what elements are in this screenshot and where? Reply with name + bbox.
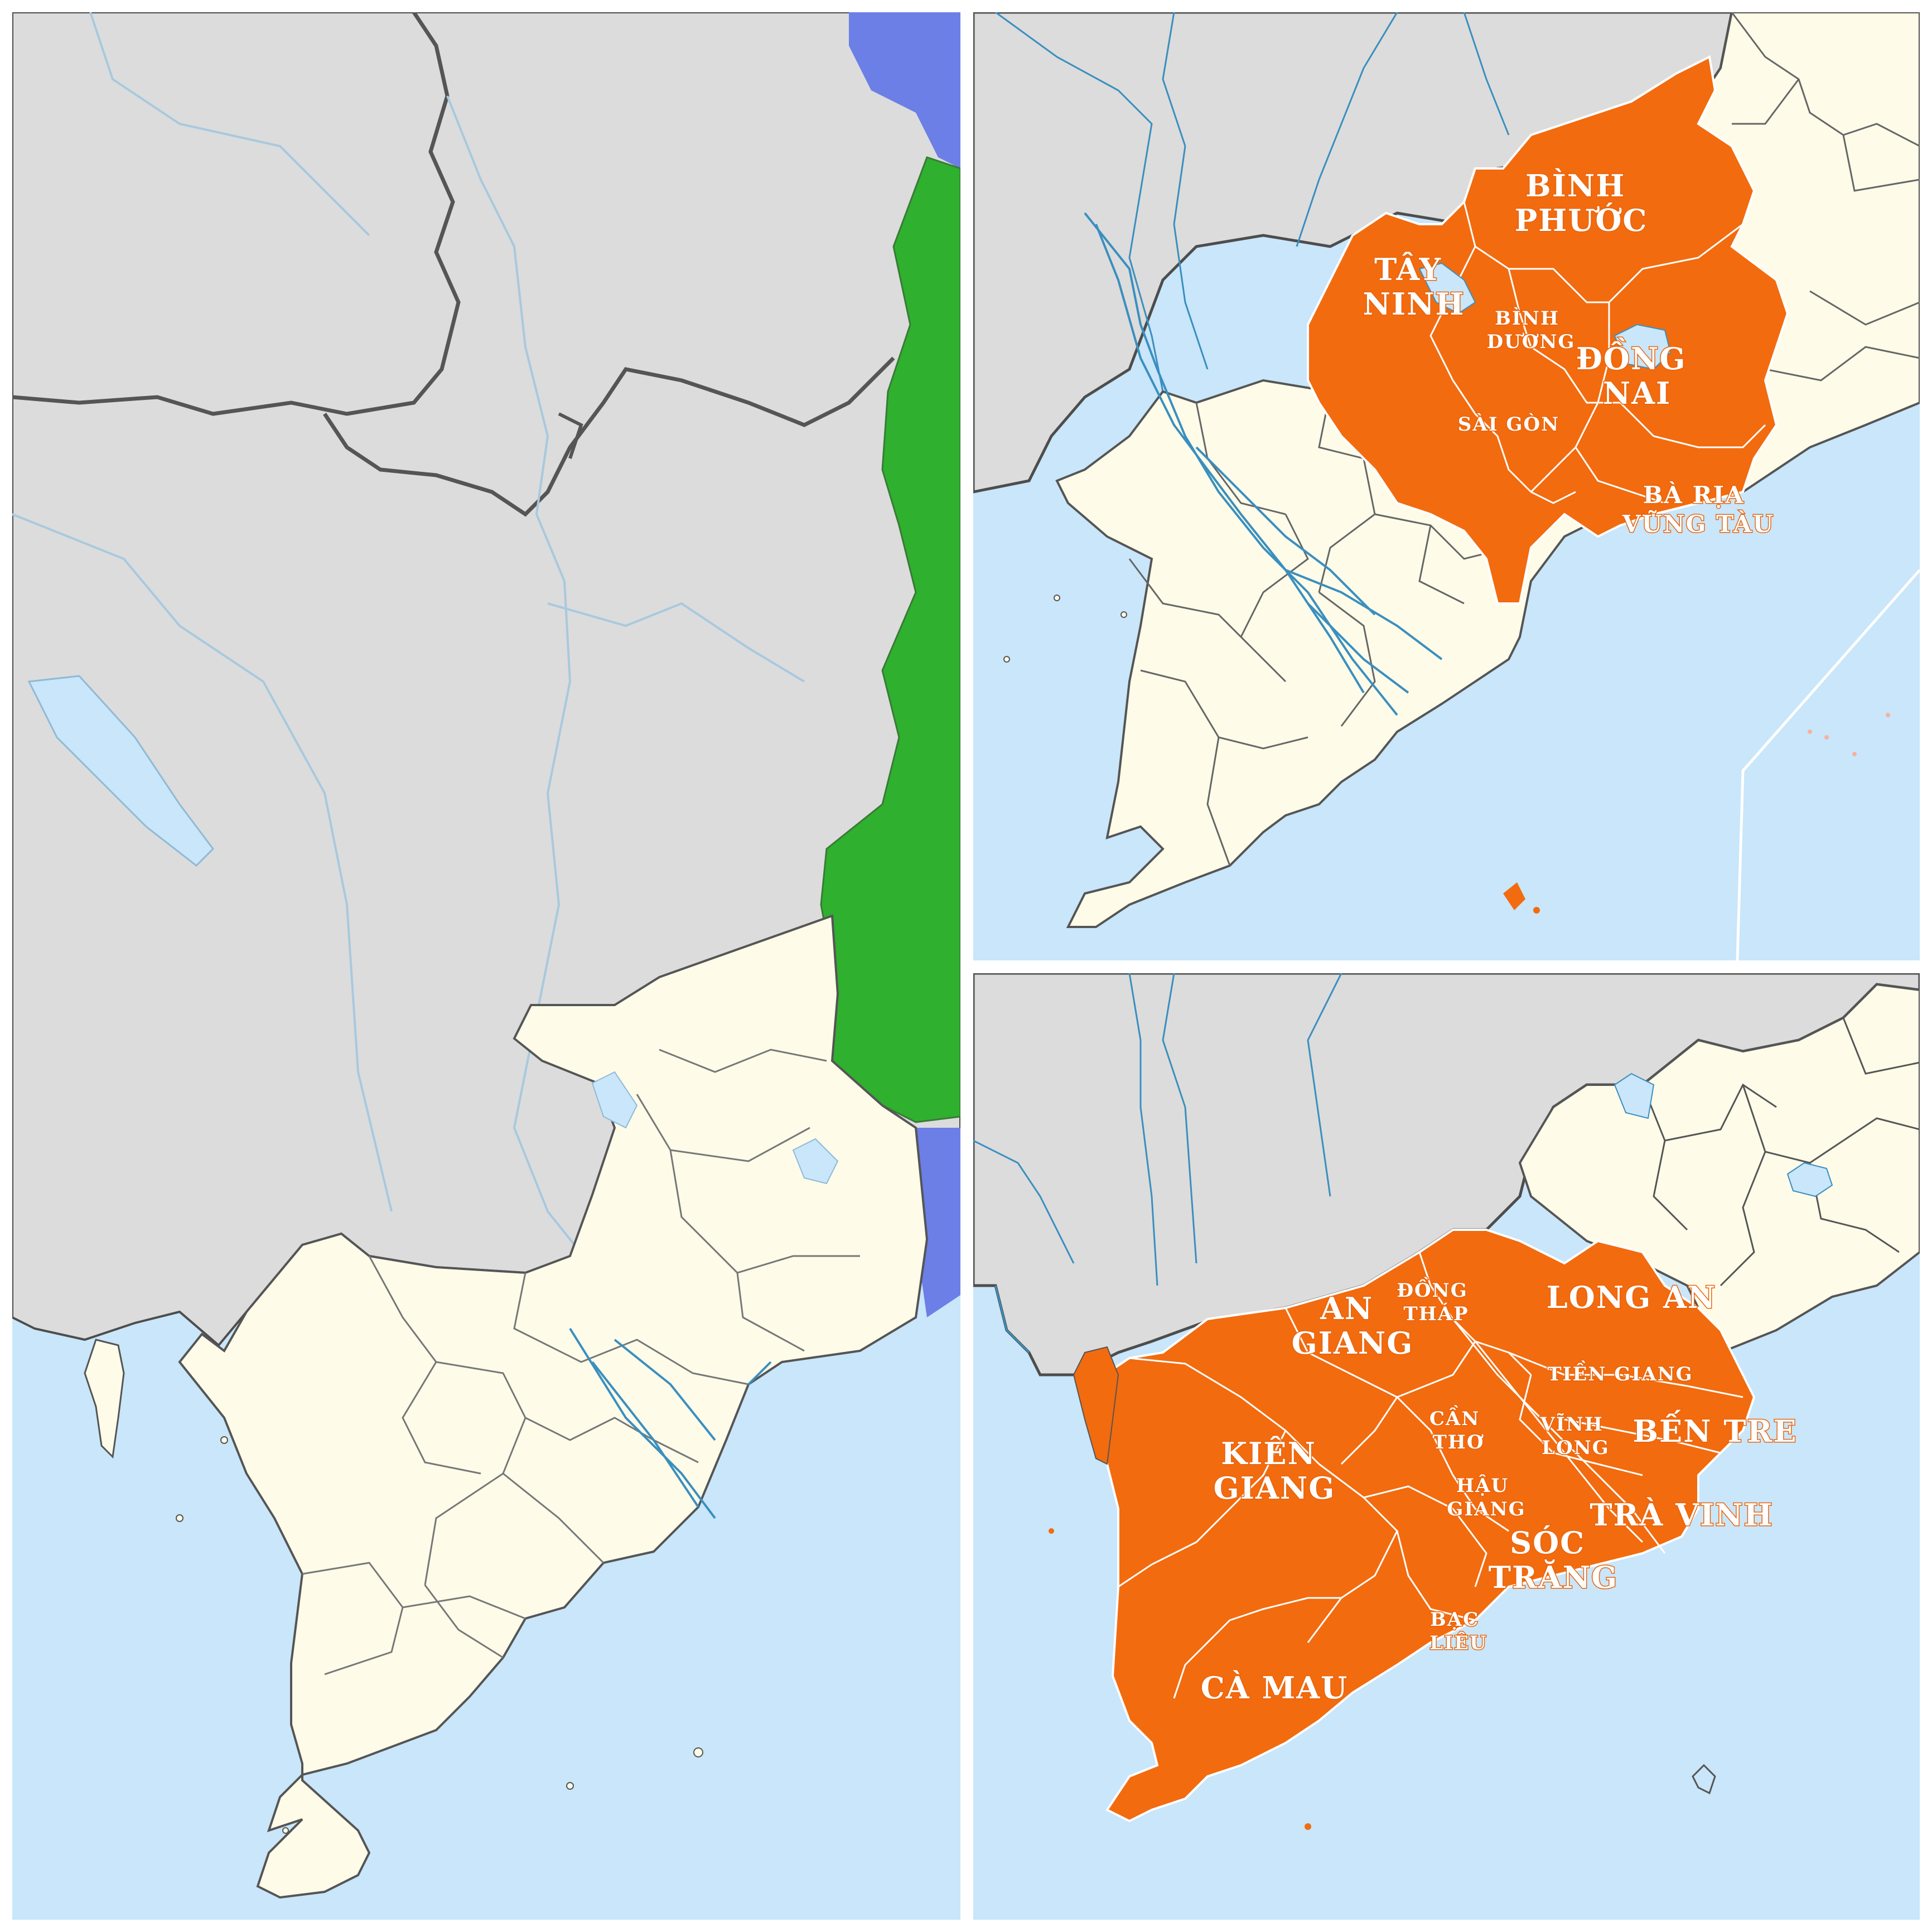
label-dong-nai: ĐỒNG NAI	[1576, 337, 1698, 411]
dau-tieng-lake	[1614, 1073, 1655, 1119]
island	[1120, 1528, 1127, 1534]
label-ben-tre: BẾN TRE	[1632, 1409, 1797, 1449]
phu-quoc-island	[1073, 1346, 1119, 1465]
label-tra-vinh: TRÀ VINH	[1590, 1497, 1773, 1533]
island	[282, 1827, 289, 1834]
label-long-an: LONG AN	[1547, 1279, 1717, 1315]
mekong-delta-region	[1083, 1229, 1756, 1823]
mekong-map-panel: AN GIANG ĐỒNG THÁP LONG AN TIỀN GIANG CẦ…	[973, 973, 1920, 1920]
delta-rivers	[1452, 1318, 1721, 1554]
island	[1305, 1823, 1311, 1830]
island	[1120, 611, 1127, 618]
tonle-sap-lake	[27, 675, 214, 867]
label-tay-ninh: TÂY NINH	[1363, 252, 1465, 322]
island	[1210, 1534, 1216, 1539]
maritime-boundary	[1736, 569, 1920, 960]
southern-vietnam-land	[178, 914, 929, 1899]
label-ba-ria-vung-tau: BÀ RỊA VŨNG TÀU	[1622, 481, 1774, 538]
island	[176, 1514, 183, 1522]
phu-quoc-island	[84, 1339, 125, 1459]
river-2	[89, 12, 370, 236]
cambodia-borders-2	[323, 356, 895, 517]
vietnam-province-borders	[1128, 12, 1920, 866]
southeast-region	[1307, 55, 1789, 605]
cambodia-rivers	[973, 973, 1342, 1354]
label-bac-lieu: BẠC LIÊU	[1429, 1609, 1487, 1654]
southeast-map-panel: BÌNH PHƯỚC TÂY NINH BÌNH DƯƠNG ĐỒNG NAI …	[973, 12, 1920, 960]
label-hau-giang: HẬU GIANG	[1447, 1474, 1525, 1520]
overview-map	[12, 12, 960, 1899]
label-sai-gon: SÀI GÒN	[1458, 413, 1559, 436]
island	[693, 1747, 703, 1757]
island	[1003, 656, 1010, 663]
paracel-islands	[1808, 713, 1890, 756]
mekong-labels: AN GIANG ĐỒNG THÁP LONG AN TIỀN GIANG CẦ…	[1200, 1276, 1797, 1707]
delta-rivers	[569, 1327, 772, 1519]
con-dao-island	[1692, 1764, 1716, 1795]
mekong-map: AN GIANG ĐỒNG THÁP LONG AN TIỀN GIANG CẦ…	[973, 973, 1920, 1830]
island	[1049, 1528, 1054, 1534]
central-vietnam-land	[820, 156, 960, 1123]
southeast-map: BÌNH PHƯỚC TÂY NINH BÌNH DƯƠNG ĐỒNG NAI …	[973, 12, 1920, 960]
tri-an-lake	[1786, 1162, 1833, 1197]
southeast-labels: BÌNH PHƯỚC TÂY NINH BÌNH DƯƠNG ĐỒNG NAI …	[1362, 167, 1774, 539]
island	[566, 1782, 574, 1790]
mekong-river	[446, 95, 593, 1268]
label-vinh-long: VĨNH LONG	[1539, 1413, 1611, 1459]
mekong-rivers	[1084, 212, 1443, 716]
island	[1533, 907, 1540, 914]
label-can-tho: CẦN THƠ	[1429, 1405, 1487, 1453]
cambodia-rivers	[995, 12, 1510, 392]
cambodia-borders	[12, 12, 461, 416]
label-soc-trang: SÓC TRĂNG	[1489, 1525, 1618, 1595]
island	[1255, 1472, 1260, 1478]
laos-land	[849, 12, 960, 168]
southeast-province-borders	[1429, 201, 1766, 504]
label-binh-phuoc: BÌNH PHƯỚC	[1515, 168, 1648, 238]
mekong-province-borders	[1118, 1252, 1743, 1699]
label-kien-giang: KIÊN GIANG	[1214, 1436, 1336, 1506]
label-dong-thap: ĐỒNG THÁP	[1397, 1277, 1475, 1325]
label-an-giang: AN GIANG	[1292, 1291, 1414, 1361]
dau-tieng-lake	[591, 1071, 638, 1129]
label-binh-duong: BÌNH DƯƠNG	[1487, 307, 1576, 353]
cambodia-borders-3	[558, 412, 583, 459]
label-tien-giang: TIỀN GIANG	[1547, 1360, 1693, 1385]
dau-tieng-lake	[1418, 262, 1476, 315]
con-dao-island	[1503, 882, 1525, 910]
tri-an-lake	[792, 1138, 839, 1185]
label-ca-mau: CÀ MAU	[1201, 1670, 1348, 1706]
river-4	[547, 602, 805, 683]
island	[1054, 595, 1060, 601]
overview-map-panel	[12, 12, 960, 1920]
tri-an-lake	[1614, 323, 1672, 370]
island	[220, 1436, 228, 1444]
river-3	[12, 513, 393, 1212]
island	[1255, 1394, 1260, 1400]
